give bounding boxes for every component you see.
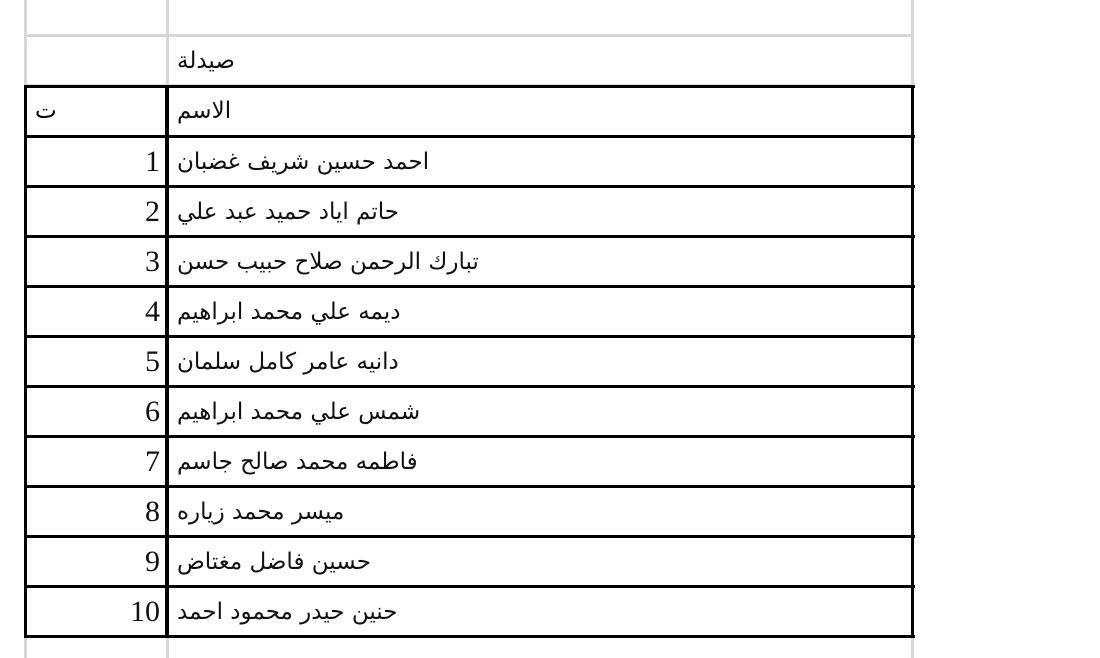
index-cell[interactable]: 9 — [145, 544, 160, 578]
name-cell[interactable]: شمس علي محمد ابراهيم — [177, 398, 421, 425]
index-cell[interactable]: 5 — [145, 344, 160, 378]
index-cell[interactable]: 3 — [145, 244, 160, 278]
cell-b1[interactable] — [169, 0, 911, 34]
header-index-cell[interactable]: ت — [27, 87, 166, 135]
name-cell[interactable]: ميسر محمد زياره — [177, 498, 345, 525]
index-cell[interactable]: 1 — [145, 144, 160, 178]
cell-border — [24, 485, 915, 488]
index-cell[interactable]: 10 — [130, 594, 160, 628]
index-cell[interactable]: 6 — [145, 394, 160, 428]
cell-border — [24, 335, 915, 338]
index-cell[interactable]: 8 — [145, 494, 160, 528]
name-cell[interactable]: حاتم اياد حميد عبد علي — [177, 198, 399, 225]
cell-border — [24, 235, 915, 238]
cell-a1[interactable] — [27, 0, 166, 34]
cell-border — [24, 585, 915, 588]
name-cell[interactable]: حنين حيدر محمود احمد — [177, 598, 398, 625]
title-cell[interactable]: صيدلة — [169, 37, 911, 84]
cell-border — [24, 85, 27, 638]
index-cell[interactable]: 7 — [145, 444, 160, 478]
name-cell[interactable]: ديمه علي محمد ابراهيم — [177, 298, 401, 325]
index-cell[interactable]: 4 — [145, 294, 160, 328]
cell-border — [24, 435, 915, 438]
cell-border — [24, 185, 915, 188]
header-index: ت — [35, 98, 57, 124]
cell-border — [24, 135, 915, 138]
header-name: الاسم — [177, 98, 232, 124]
cell-border — [911, 85, 914, 638]
cell-border — [165, 85, 169, 638]
cell-border — [24, 85, 915, 88]
cell-border — [24, 535, 915, 538]
gridline — [25, 34, 913, 37]
cell-border — [24, 635, 915, 638]
name-cell[interactable]: دانيه عامر كامل سلمان — [177, 348, 399, 375]
name-cell[interactable]: حسين فاضل مغتاض — [177, 548, 371, 575]
title-text: صيدلة — [177, 47, 235, 74]
name-cell[interactable]: احمد حسين شريف غضبان — [177, 148, 430, 175]
cell-border — [24, 285, 915, 288]
header-name-cell[interactable]: الاسم — [169, 87, 911, 135]
name-cell[interactable]: فاطمه محمد صالح جاسم — [177, 448, 418, 475]
name-cell[interactable]: تبارك الرحمن صلاح حبيب حسن — [177, 248, 479, 275]
index-cell[interactable]: 2 — [145, 194, 160, 228]
cell-border — [24, 385, 915, 388]
